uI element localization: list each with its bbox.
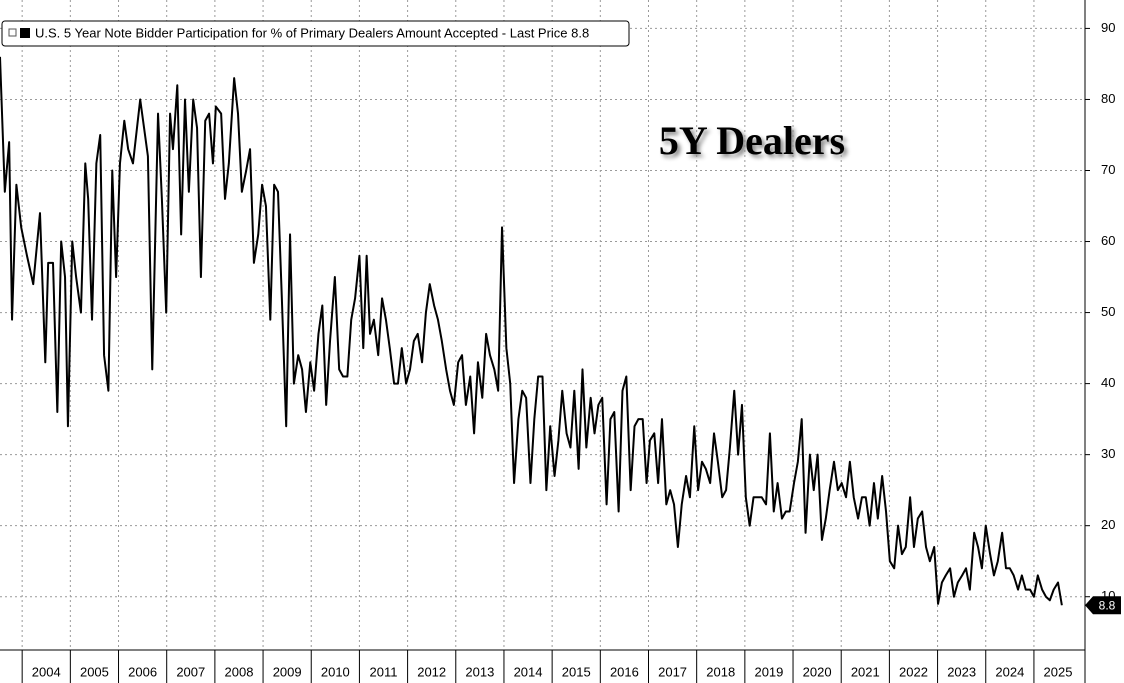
x-tick-label: 2014	[514, 664, 543, 679]
legend: U.S. 5 Year Note Bidder Participation fo…	[1, 20, 630, 47]
x-tick-label: 2019	[754, 664, 783, 679]
x-tick-label: 2012	[417, 664, 446, 679]
legend-label: U.S. 5 Year Note Bidder Participation fo…	[35, 25, 589, 40]
last-price-tag	[1085, 596, 1121, 615]
legend-swatch	[20, 28, 30, 38]
legend-toggle	[8, 28, 17, 37]
y-tick-label: 30	[1101, 446, 1115, 461]
x-tick-label: 2004	[32, 664, 61, 679]
x-tick-label: 2005	[80, 664, 109, 679]
x-tick-label: 2018	[706, 664, 735, 679]
x-tick-label: 2017	[658, 664, 687, 679]
x-tick-label: 2007	[176, 664, 205, 679]
x-tick-label: 2025	[1044, 664, 1073, 679]
y-tick-label: 90	[1101, 20, 1115, 35]
x-tick-label: 2009	[273, 664, 302, 679]
x-tick-label: 2024	[995, 664, 1024, 679]
y-tick-label: 80	[1101, 91, 1115, 106]
y-tick-label: 60	[1101, 233, 1115, 248]
last-price-label: 8.8	[1099, 598, 1116, 612]
y-tick-label: 20	[1101, 517, 1115, 532]
x-tick-label: 2016	[610, 664, 639, 679]
x-tick-label: 2011	[370, 664, 398, 679]
plot	[0, 56, 1063, 606]
x-tick-label: 2008	[225, 664, 254, 679]
legend-box	[1, 20, 630, 47]
x-tick-label: 2022	[899, 664, 928, 679]
x-tick-label: 2020	[803, 664, 832, 679]
x-tick-label: 2021	[851, 664, 880, 679]
annotation: 5Y Dealers	[659, 118, 845, 163]
x-tick-label: 2023	[947, 664, 976, 679]
x-tick-label: 2015	[562, 664, 591, 679]
grid	[0, 0, 1085, 650]
x-tick-label: 2010	[321, 664, 350, 679]
y-tick-label: 50	[1101, 304, 1115, 319]
x-tick-label: 2013	[465, 664, 494, 679]
y-tick-label: 40	[1101, 375, 1115, 390]
x-tick-label: 2006	[128, 664, 157, 679]
line-series	[0, 56, 1063, 606]
y-tick-label: 70	[1101, 162, 1115, 177]
